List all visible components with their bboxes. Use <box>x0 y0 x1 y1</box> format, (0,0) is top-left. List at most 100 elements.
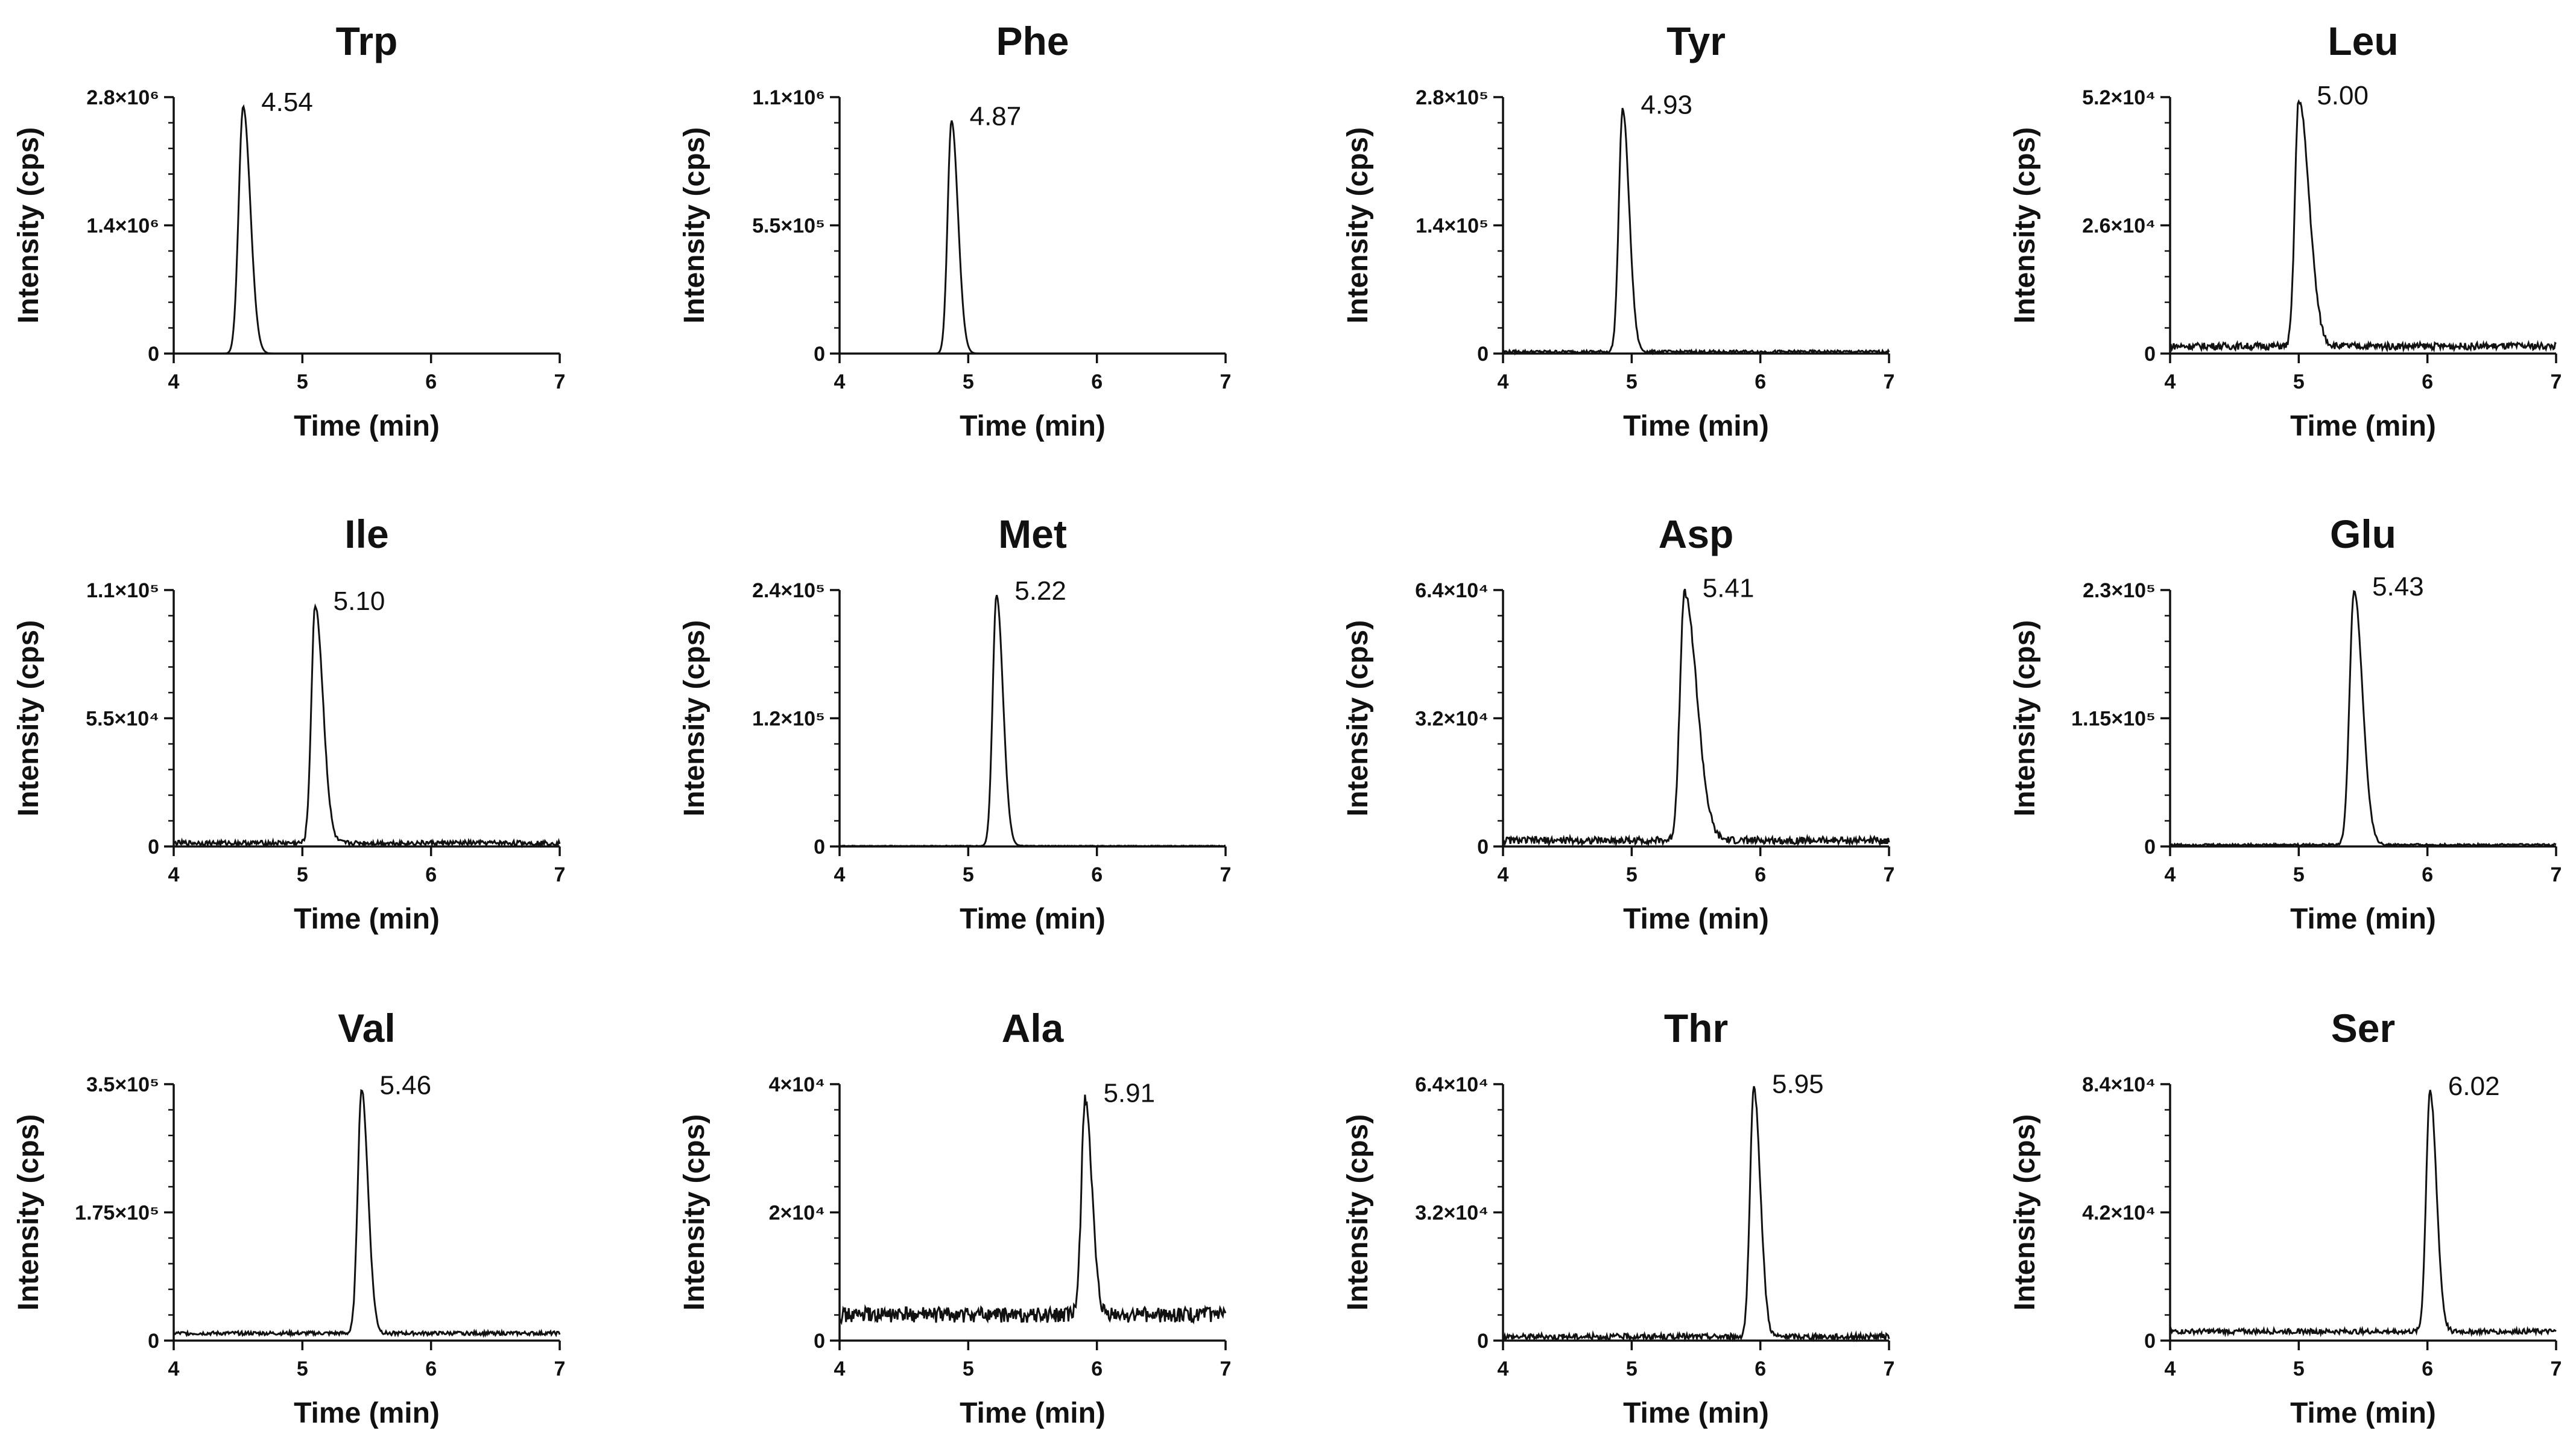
x-tick-label: 6 <box>425 863 437 886</box>
x-tick-label: 4 <box>834 1357 846 1380</box>
y-tick-label: 1.75×10⁵ <box>75 1202 159 1225</box>
y-tick-label: 0 <box>814 1330 825 1353</box>
chromatogram-trace <box>172 1089 561 1338</box>
y-axis-title: Intensity (cps) <box>1342 127 1374 323</box>
x-tick-label: 4 <box>834 370 846 393</box>
x-axis-title: Time (min) <box>294 410 440 442</box>
y-tick-label: 1.1×10⁶ <box>752 86 825 109</box>
y-tick-label: 1.15×10⁵ <box>2071 708 2156 731</box>
y-tick-label: 5.5×10⁵ <box>752 215 825 238</box>
panel-title: Val <box>338 1006 395 1050</box>
y-axis-title: Intensity (cps) <box>13 1114 45 1310</box>
panel-title: Tyr <box>1666 19 1726 63</box>
x-tick-label: 4 <box>168 1357 180 1380</box>
x-axis-title: Time (min) <box>960 410 1106 442</box>
chart-panel-ile: Ile 0 5.5×10⁴ 1.1×10⁵ 4 5 6 7 Time (min) Intensit… <box>13 512 565 935</box>
y-tick-label: 1.2×10⁵ <box>752 708 825 731</box>
chromatogram-trace <box>2169 1090 2557 1338</box>
x-tick-label: 6 <box>425 1357 437 1380</box>
x-tick-label: 4 <box>2165 1357 2176 1380</box>
y-tick-label: 1.1×10⁵ <box>86 579 159 602</box>
chromatogram-trace <box>174 104 560 355</box>
y-tick-label: 0 <box>1477 343 1489 366</box>
x-tick-label: 7 <box>554 1357 566 1380</box>
x-tick-label: 5 <box>963 370 974 393</box>
x-tick-label: 5 <box>297 863 308 886</box>
chart-panel-trp: Trp 0 1.4×10⁶ 2.8×10⁶ 4 5 6 7 Time (min) Intensit… <box>13 19 565 442</box>
x-axis-title: Time (min) <box>960 903 1106 935</box>
y-tick-label: 1.4×10⁵ <box>1416 215 1489 238</box>
peak-retention-label: 5.10 <box>334 586 385 616</box>
x-tick-label: 6 <box>2422 1357 2433 1380</box>
y-tick-label: 3.2×10⁴ <box>1415 708 1489 731</box>
x-tick-label: 4 <box>2165 370 2176 393</box>
peak-retention-label: 5.95 <box>1772 1070 1824 1099</box>
x-tick-label: 6 <box>1755 863 1766 886</box>
y-axis-title: Intensity (cps) <box>13 127 45 323</box>
y-tick-label: 6.4×10⁴ <box>1415 1073 1489 1096</box>
x-tick-label: 7 <box>1884 863 1895 886</box>
panel-title: Glu <box>2330 512 2396 556</box>
chromatogram-trace <box>1502 1086 1890 1343</box>
y-tick-label: 5.5×10⁴ <box>86 708 159 731</box>
x-tick-label: 7 <box>1884 1357 1895 1380</box>
peak-retention-label: 5.46 <box>379 1071 431 1100</box>
x-tick-label: 5 <box>1626 370 1638 393</box>
x-tick-label: 4 <box>1498 370 1509 393</box>
peak-retention-label: 6.02 <box>2448 1072 2500 1101</box>
x-tick-label: 6 <box>1091 370 1103 393</box>
x-tick-label: 6 <box>1755 1357 1766 1380</box>
chromatogram-trace <box>1502 588 1890 848</box>
panel-title: Met <box>998 512 1067 556</box>
chromatogram-trace <box>2169 99 2557 353</box>
y-tick-label: 2.3×10⁵ <box>2083 579 2156 602</box>
panel-title: Leu <box>2328 19 2398 63</box>
y-tick-label: 5.2×10⁴ <box>2082 86 2156 109</box>
y-tick-label: 8.4×10⁴ <box>2082 1073 2156 1096</box>
x-tick-label: 5 <box>1626 1357 1638 1380</box>
x-axis-title: Time (min) <box>294 1397 440 1429</box>
y-tick-label: 2.8×10⁵ <box>1416 86 1489 109</box>
panel-title: Thr <box>1664 1006 1728 1050</box>
x-tick-label: 6 <box>1755 370 1766 393</box>
y-tick-label: 0 <box>1477 836 1489 859</box>
x-tick-label: 5 <box>963 863 974 886</box>
x-tick-label: 5 <box>2293 1357 2305 1380</box>
x-axis-title: Time (min) <box>1623 1397 1769 1429</box>
panel-title: Ile <box>344 512 388 556</box>
y-axis-title: Intensity (cps) <box>2009 1114 2041 1310</box>
peak-retention-label: 5.41 <box>1703 573 1755 603</box>
y-tick-label: 0 <box>148 836 159 859</box>
chart-panel-asp: Asp 0 3.2×10⁴ 6.4×10⁴ 4 5 6 7 Time (min) Intensit… <box>1342 512 1894 935</box>
y-tick-label: 0 <box>814 343 825 366</box>
x-tick-label: 7 <box>554 863 566 886</box>
panel-title: Asp <box>1659 512 1734 556</box>
peak-retention-label: 5.22 <box>1014 576 1066 606</box>
y-axis-title: Intensity (cps) <box>2009 127 2041 323</box>
x-tick-label: 6 <box>425 370 437 393</box>
y-tick-label: 2×10⁴ <box>769 1202 825 1225</box>
y-tick-label: 6.4×10⁴ <box>1415 579 1489 602</box>
x-tick-label: 5 <box>2293 370 2305 393</box>
chromatogram-trace <box>839 594 1226 848</box>
chart-panel-ala: Ala 0 2×10⁴ 4×10⁴ 4 5 6 7 Time (min) Intensity (c… <box>679 1006 1231 1429</box>
chart-panel-thr: Thr 0 3.2×10⁴ 6.4×10⁴ 4 5 6 7 Time (min) Intensit… <box>1342 1006 1894 1429</box>
x-tick-label: 6 <box>1091 1357 1103 1380</box>
x-tick-label: 5 <box>297 1357 308 1380</box>
panel-title: Trp <box>336 19 398 63</box>
y-axis-title: Intensity (cps) <box>1342 1114 1374 1310</box>
y-tick-label: 0 <box>2144 836 2156 859</box>
chromatogram-trace <box>172 603 561 849</box>
x-tick-label: 7 <box>2551 370 2562 393</box>
chart-panel-ser: Ser 0 4.2×10⁴ 8.4×10⁴ 4 5 6 7 Time (min) Intensit… <box>2009 1006 2562 1429</box>
x-tick-label: 6 <box>2422 370 2433 393</box>
y-tick-label: 1.4×10⁶ <box>86 215 159 238</box>
y-axis-title: Intensity (cps) <box>1342 620 1374 816</box>
x-axis-title: Time (min) <box>2290 1397 2436 1429</box>
x-axis-title: Time (min) <box>1623 903 1769 935</box>
chart-panel-met: Met 0 1.2×10⁵ 2.4×10⁵ 4 5 6 7 Time (min) Intensit… <box>679 512 1231 935</box>
y-tick-label: 2.4×10⁵ <box>752 579 825 602</box>
chromatogram-trace <box>840 120 1226 355</box>
x-tick-label: 4 <box>834 863 846 886</box>
y-tick-label: 0 <box>1477 1330 1489 1353</box>
